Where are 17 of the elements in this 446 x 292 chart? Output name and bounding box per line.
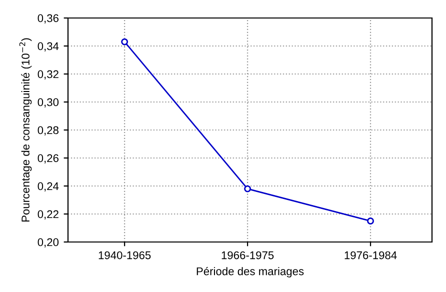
- y-tick-label: 0,20: [38, 238, 59, 248]
- point: [244, 185, 252, 192]
- x-tick-label: 1940-1965: [98, 251, 151, 260]
- y-tick-label: 0,36: [38, 14, 58, 24]
- y-tick-label: 0,30: [38, 98, 59, 108]
- y-tick-label: 0,26: [38, 154, 58, 164]
- y-axis-title: Pourcentage de consanguinité (10$^{−2}$): [19, 38, 32, 222]
- x-tick-label: 1966-1975: [222, 251, 274, 260]
- y-tick-label: 0,32: [38, 70, 58, 80]
- point: [121, 38, 128, 46]
- x-axis-title: Période des mariages: [196, 266, 304, 278]
- y-tick-label: 0,22: [38, 210, 58, 220]
- point: [367, 218, 374, 224]
- y-tick-label: 0,34: [38, 42, 59, 52]
- y-tick-label: 0,28: [38, 126, 58, 136]
- x-tick-label: 1976-1984: [344, 251, 397, 260]
- y-tick-label: 0,24: [38, 182, 59, 192]
